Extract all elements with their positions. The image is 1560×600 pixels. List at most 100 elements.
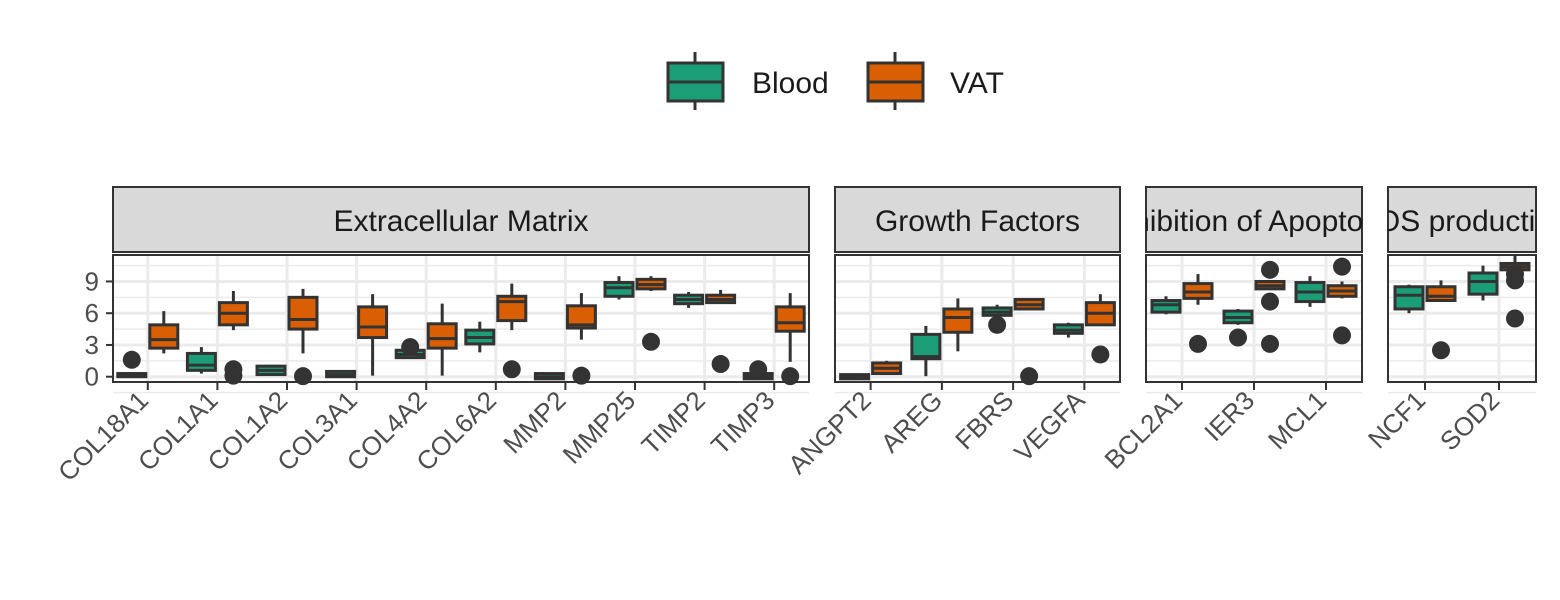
boxplot-vat <box>942 298 974 352</box>
gene-group-sod2 <box>1467 253 1531 328</box>
panel-border <box>834 254 1121 383</box>
outlier-point <box>1091 345 1110 364</box>
gene-group-col1a2 <box>255 288 319 386</box>
outlier-point <box>224 366 243 385</box>
outlier-point <box>1020 367 1039 386</box>
panel-border <box>1387 254 1537 383</box>
y-tick-label: 3 <box>85 330 99 360</box>
outlier-point <box>1189 334 1207 353</box>
x-tick-label: SOD2 <box>1434 385 1505 456</box>
boxplot-vat <box>426 303 458 376</box>
gene-group-mmp2 <box>533 293 597 385</box>
x-tick-label: COL18A1 <box>52 385 154 487</box>
outlier-point <box>294 367 312 386</box>
gene-group-angpt2 <box>839 360 903 381</box>
facet-strip <box>1387 186 1537 253</box>
y-tick-label: 9 <box>85 266 99 296</box>
gene-group-mcl1 <box>1294 257 1358 345</box>
y-tick-label: 6 <box>85 298 99 328</box>
boxplot-blood <box>1150 296 1182 315</box>
outlier-point <box>401 338 420 357</box>
box <box>910 332 942 361</box>
panel-border <box>112 254 810 383</box>
boxplot-blood <box>742 360 774 381</box>
y-tick-label: 0 <box>85 362 99 392</box>
box <box>185 351 217 372</box>
boxplot-blood <box>673 292 705 308</box>
gene-group-timp3 <box>742 293 806 386</box>
facet-strip-title: Inhibition of Apoptosis <box>1108 205 1400 238</box>
outlier-point <box>502 360 521 379</box>
gene-group-areg <box>910 298 974 377</box>
grid <box>113 255 809 394</box>
outlier-point <box>988 315 1007 334</box>
facet-panel: Extracellular MatrixCOL18A1COL1A1COL1A2C… <box>52 186 810 487</box>
box <box>1150 299 1182 314</box>
boxplot-blood <box>910 325 942 377</box>
boxplot-vat <box>635 276 667 351</box>
facet-strip <box>1145 186 1363 253</box>
box <box>565 304 597 330</box>
facet-strip-title: Extracellular Matrix <box>333 205 588 238</box>
outlier-point <box>711 355 730 374</box>
box <box>148 323 180 350</box>
facet-panel: Inhibition of Apoptosis BCL2A1 IER3 MCL1 <box>1099 186 1400 475</box>
boxplot-vat <box>287 288 319 386</box>
boxplot-blood <box>255 364 287 377</box>
boxplot-blood <box>533 372 565 381</box>
boxplot-blood <box>464 321 496 353</box>
boxplot-vat <box>357 294 389 376</box>
x-tick-label: NCF1 <box>1362 385 1431 454</box>
boxplot-vat <box>1499 253 1531 328</box>
boxplot-blood <box>1467 265 1499 301</box>
boxplot-vat <box>1182 274 1214 353</box>
boxplot-vat <box>1425 280 1457 360</box>
gene-group-mmp25 <box>603 276 667 351</box>
box <box>287 295 319 331</box>
boxplot-blood <box>981 304 1013 334</box>
legend-item-vat: VAT <box>866 52 1004 110</box>
box <box>426 322 458 350</box>
legend: Blood VAT <box>666 52 1004 110</box>
boxplot-blood <box>394 338 426 360</box>
outlier-point <box>1261 334 1279 353</box>
outlier-point <box>122 350 141 369</box>
grid <box>1146 255 1362 394</box>
legend-item-blood: Blood <box>666 52 829 110</box>
outlier-point <box>1261 292 1279 311</box>
legend-label: VAT <box>950 67 1004 100</box>
box <box>1393 285 1425 311</box>
boxplot-vat <box>1013 297 1045 386</box>
facet-panels: Extracellular MatrixCOL18A1COL1A1COL1A2C… <box>52 186 1537 487</box>
box <box>774 305 806 333</box>
box <box>942 307 974 334</box>
gene-group-bcl2a1 <box>1150 274 1214 353</box>
x-tick-label: BCL2A1 <box>1099 385 1189 475</box>
boxplot-vat <box>1084 294 1116 364</box>
boxplot-vat <box>705 289 737 374</box>
legend-label: Blood <box>752 67 829 100</box>
x-tick-label: TIMP3 <box>705 385 780 460</box>
x-tick-label: MCL1 <box>1262 385 1332 455</box>
outlier-point <box>1229 328 1247 347</box>
box <box>1425 285 1457 303</box>
boxplot-vat <box>496 283 528 379</box>
boxplot-blood <box>839 373 871 381</box>
x-tick-label: VEGFA <box>1008 385 1091 468</box>
outlier-point <box>572 366 591 385</box>
boxplot-vat <box>1254 260 1286 353</box>
boxplot-vat <box>148 311 180 354</box>
gene-group-ier3 <box>1222 260 1286 353</box>
outlier-point <box>781 367 800 386</box>
gene-group-col4a2 <box>394 303 458 376</box>
facet-strip <box>112 186 810 253</box>
outlier-point <box>1506 265 1524 284</box>
outlier-point <box>1333 326 1351 345</box>
gene-group-col6a2 <box>464 283 528 379</box>
boxplot-blood <box>116 350 148 379</box>
x-tick-label: ANGPT2 <box>782 385 877 480</box>
facet-strip <box>834 186 1121 253</box>
x-tick-label: IER3 <box>1198 385 1260 447</box>
